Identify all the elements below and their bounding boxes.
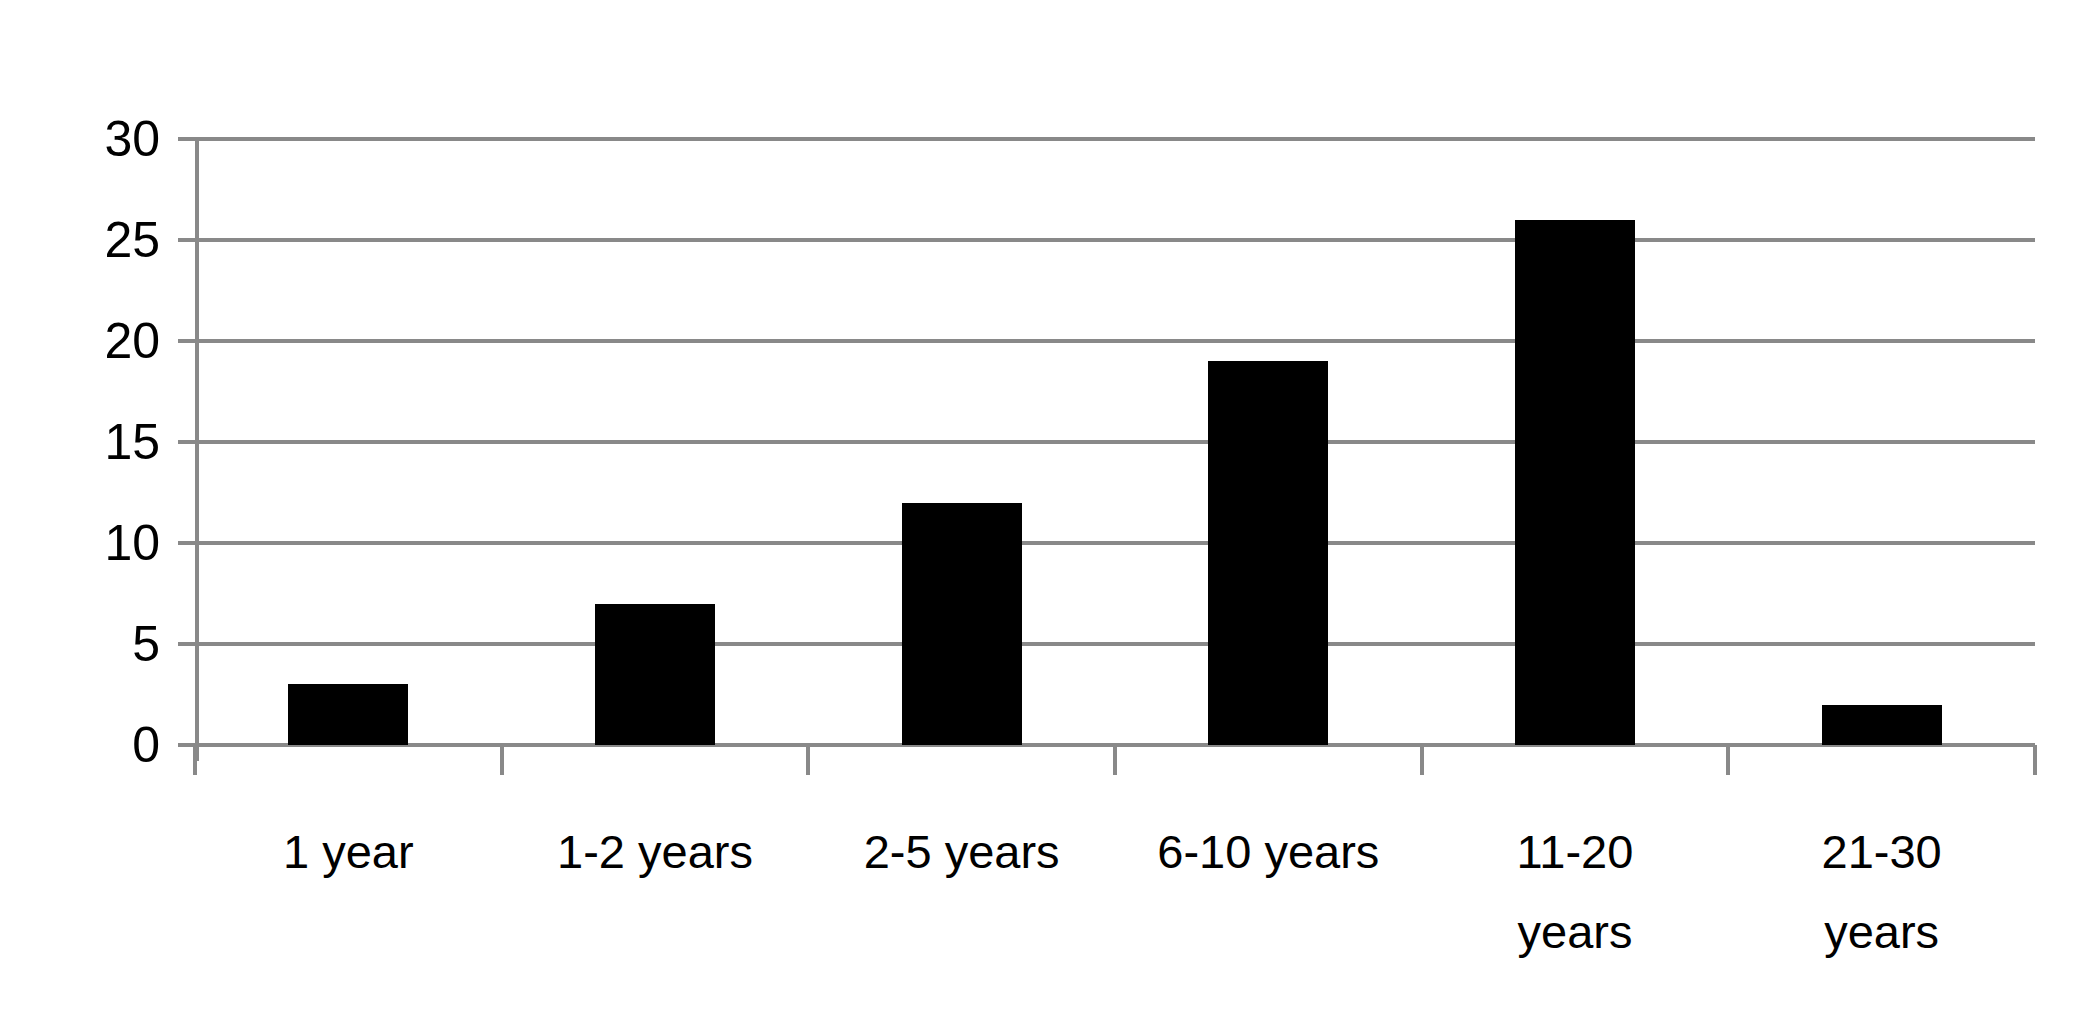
x-category-label-2-5-years: 2-5 years [808, 812, 1115, 892]
bar-chart: 0 5 10 15 20 25 30 1 year1-2 years2-5 years6-1… [0, 0, 2100, 1023]
y-axis-line [195, 137, 199, 761]
bar-11-20-years [1515, 220, 1635, 745]
gridline-y-25 [178, 238, 2035, 242]
bar-1-year [288, 684, 408, 745]
x-axis-tick [1726, 745, 1730, 775]
x-category-label-line: years [1728, 892, 2035, 972]
x-category-label-1-2-years: 1-2 years [502, 812, 809, 892]
x-axis-tick [193, 745, 197, 775]
plot-area [195, 139, 2035, 745]
y-axis-tick-labels: 0 5 10 15 20 25 30 [0, 0, 160, 1023]
x-category-label-line: 6-10 years [1115, 812, 1422, 892]
gridline-y-5 [178, 642, 2035, 646]
x-category-label-21-30-years: 21-30years [1728, 812, 2035, 972]
x-category-label-line: 1-2 years [502, 812, 809, 892]
gridline-y-0 [178, 743, 2035, 747]
x-axis-tick [1113, 745, 1117, 775]
x-category-label-line: 21-30 [1728, 812, 2035, 892]
x-axis-tick [500, 745, 504, 775]
x-category-label-1-year: 1 year [195, 812, 502, 892]
x-category-label-line: 11-20 [1422, 812, 1729, 892]
bar-1-2-years [595, 604, 715, 745]
gridline-y-20 [178, 339, 2035, 343]
gridline-y-30 [178, 137, 2035, 141]
bar-21-30-years [1822, 705, 1942, 745]
bar-2-5-years [902, 503, 1022, 745]
y-tick-label-10: 10 [0, 513, 160, 573]
x-axis-category-labels: 1 year1-2 years2-5 years6-10 years11-20y… [195, 812, 2035, 1012]
y-tick-label-25: 25 [0, 210, 160, 270]
y-tick-label-30: 30 [0, 109, 160, 169]
y-tick-label-5: 5 [0, 614, 160, 674]
y-tick-label-20: 20 [0, 311, 160, 371]
x-axis-tick [1420, 745, 1424, 775]
x-category-label-line: 2-5 years [808, 812, 1115, 892]
x-category-label-line: 1 year [195, 812, 502, 892]
x-category-label-line: years [1422, 892, 1729, 972]
gridline-y-10 [178, 541, 2035, 545]
x-axis-tick [2033, 745, 2037, 775]
bar-6-10-years [1208, 361, 1328, 745]
y-tick-label-15: 15 [0, 412, 160, 472]
x-category-label-6-10-years: 6-10 years [1115, 812, 1422, 892]
gridline-y-15 [178, 440, 2035, 444]
y-tick-label-0: 0 [0, 715, 160, 775]
x-axis-tick [806, 745, 810, 775]
x-category-label-11-20-years: 11-20years [1422, 812, 1729, 972]
